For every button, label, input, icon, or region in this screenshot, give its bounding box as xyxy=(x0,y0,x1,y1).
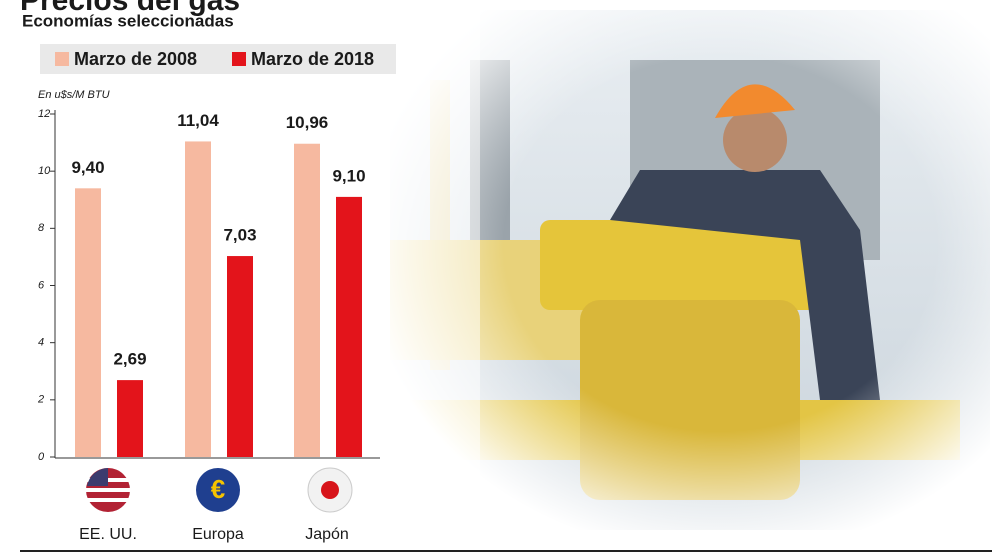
x-tick-label: EE. UU. xyxy=(79,526,137,543)
flag-jp xyxy=(307,467,353,513)
legend-label: Marzo de 2018 xyxy=(251,49,374,69)
bar xyxy=(336,196,362,457)
y-tick-label: 6 xyxy=(38,279,45,291)
legend-label: Marzo de 2008 xyxy=(74,49,197,69)
y-tick-label: 12 xyxy=(38,108,50,120)
flag-us xyxy=(86,468,130,512)
legend-box xyxy=(40,44,396,74)
y-tick-label: 8 xyxy=(38,222,45,234)
y-tick-label: 2 xyxy=(37,394,44,406)
value-label: 10,96 xyxy=(286,113,329,132)
y-tick-label: 4 xyxy=(38,337,44,349)
bar xyxy=(185,141,211,457)
svg-text:€: € xyxy=(211,474,225,504)
legend-swatch xyxy=(55,52,69,66)
value-label: 7,03 xyxy=(223,226,256,245)
photo xyxy=(390,10,990,530)
chart-subtitle: Economías seleccionadas xyxy=(22,11,234,30)
chart-title: Precios del gas xyxy=(20,0,240,17)
value-label: 9,10 xyxy=(332,166,365,185)
legend-swatch xyxy=(232,52,246,66)
value-label: 2,69 xyxy=(113,350,146,369)
x-tick-label: Europa xyxy=(192,526,244,543)
value-label: 11,04 xyxy=(177,111,219,130)
x-tick-label: Japón xyxy=(305,526,349,543)
y-tick-label: 10 xyxy=(38,165,51,177)
bar xyxy=(117,380,143,457)
flag-eu: € xyxy=(196,468,240,512)
bar xyxy=(294,143,320,457)
value-label: 9,40 xyxy=(71,158,104,177)
y-tick-label: 0 xyxy=(38,451,45,463)
bar xyxy=(75,188,101,458)
bar xyxy=(227,256,253,457)
y-axis-label: En u$s/M BTU xyxy=(38,89,110,101)
